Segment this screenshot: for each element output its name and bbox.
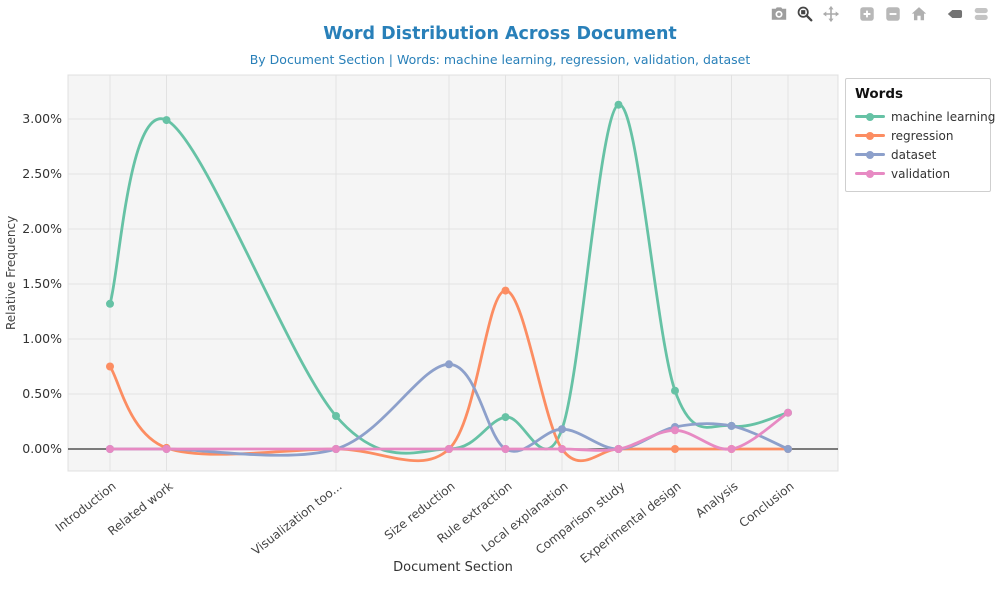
y-axis-title: Relative Frequency [4, 215, 18, 331]
legend: Words machine learning regression dataset v… [845, 78, 995, 192]
data-point-validation[interactable] [332, 445, 340, 453]
data-point-validation[interactable] [614, 445, 623, 453]
data-point-validation[interactable] [162, 445, 171, 453]
data-point-dataset[interactable] [558, 425, 566, 434]
legend-marker [855, 150, 885, 160]
box-zoom-icon[interactable] [792, 3, 818, 25]
hover-compare-icon[interactable] [968, 3, 994, 25]
chart-subtitle: By Document Section | Words: machine lea… [249, 52, 751, 67]
data-point-validation[interactable] [727, 445, 736, 453]
legend-label: machine learning [891, 109, 996, 124]
data-point-machine-learning[interactable] [671, 386, 679, 395]
modebar [766, 3, 994, 25]
legend-item-validation[interactable]: validation [855, 164, 981, 183]
legend-marker [855, 131, 885, 141]
legend-marker [855, 169, 885, 179]
data-point-machine-learning[interactable] [106, 299, 114, 308]
legend-marker [855, 112, 885, 122]
y-tick-label: 0.50% [22, 386, 62, 401]
data-point-validation[interactable] [445, 445, 453, 453]
data-point-regression[interactable] [671, 445, 679, 453]
data-point-regression[interactable] [501, 286, 510, 295]
data-point-validation[interactable] [671, 426, 679, 435]
data-point-machine-learning[interactable] [332, 412, 340, 420]
legend-title: Words [855, 86, 904, 102]
data-point-machine-learning[interactable] [614, 100, 623, 109]
data-point-validation[interactable] [784, 408, 792, 417]
reset-home-icon[interactable] [906, 3, 932, 25]
data-point-dataset[interactable] [784, 445, 792, 453]
legend-label: regression [891, 128, 954, 143]
x-axis-title: Document Section [393, 560, 513, 575]
y-tick-label: 0.00% [22, 441, 62, 456]
hover-closest-icon[interactable] [942, 3, 968, 25]
chart-title: Word Distribution Across Document [323, 24, 677, 44]
pan-icon[interactable] [818, 3, 844, 25]
legend-item-regression[interactable]: regression [855, 126, 981, 145]
legend-item-machine-learning[interactable]: machine learning [855, 107, 995, 126]
y-tick-label: 3.00% [22, 111, 62, 126]
zoom-out-icon[interactable] [880, 3, 906, 25]
data-point-validation[interactable] [558, 445, 566, 453]
data-point-machine-learning[interactable] [501, 413, 510, 422]
save-camera-icon[interactable] [766, 3, 792, 25]
zoom-in-icon[interactable] [854, 3, 880, 25]
data-point-regression[interactable] [106, 362, 114, 371]
y-tick-label: 1.50% [22, 276, 62, 291]
data-point-validation[interactable] [501, 445, 510, 453]
legend-label: dataset [891, 147, 937, 162]
y-tick-label: 2.00% [22, 221, 62, 236]
data-point-validation[interactable] [106, 445, 114, 453]
y-tick-label: 1.00% [22, 331, 62, 346]
data-point-dataset[interactable] [727, 421, 736, 430]
data-point-dataset[interactable] [445, 360, 453, 369]
legend-item-dataset[interactable]: dataset [855, 145, 981, 164]
plot-background [67, 74, 839, 472]
legend-label: validation [891, 166, 951, 181]
legend-items: machine learning regression dataset validat… [855, 107, 995, 183]
data-point-machine-learning[interactable] [162, 116, 171, 125]
y-tick-label: 2.50% [22, 166, 62, 181]
